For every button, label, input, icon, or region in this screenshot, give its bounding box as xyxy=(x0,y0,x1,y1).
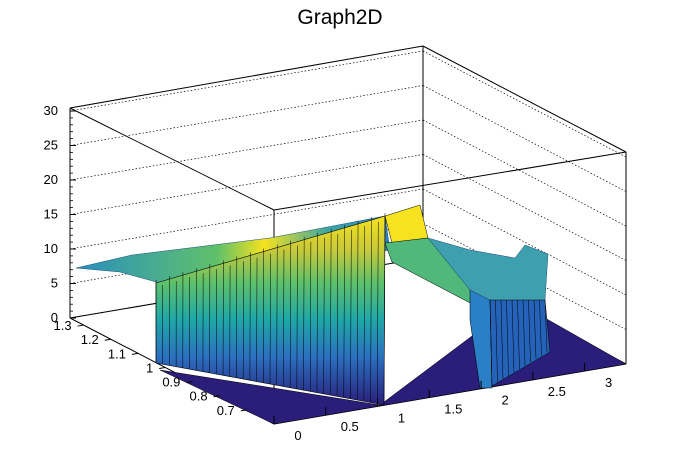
mesh-line xyxy=(539,299,542,356)
y-tick-mark xyxy=(240,409,247,412)
mesh-line xyxy=(309,241,312,392)
y-tick-label: 0.9 xyxy=(162,375,180,390)
mesh-line xyxy=(511,299,515,373)
x-tick-label: 1.5 xyxy=(444,402,462,417)
mesh-line xyxy=(517,299,520,370)
mesh-line xyxy=(323,237,325,394)
mesh-line xyxy=(316,232,318,393)
mesh-line xyxy=(377,221,379,404)
mesh-line xyxy=(330,228,332,396)
z-gridline xyxy=(69,119,424,181)
z-axis: 0 5 10 15 20 25 30 xyxy=(44,103,76,325)
z-tick-label: 5 xyxy=(51,276,58,291)
y-tick-label: 1.1 xyxy=(108,346,126,361)
z-tick-label: 15 xyxy=(44,207,58,222)
mesh-line xyxy=(383,212,386,406)
mesh-line xyxy=(533,299,537,359)
x-tick-label: 3 xyxy=(605,375,612,390)
x-tick-label: 0 xyxy=(294,428,301,443)
x-tick-label: 1 xyxy=(398,410,405,425)
mesh-line xyxy=(356,220,359,401)
mesh-line xyxy=(276,244,278,386)
y-tick-mark xyxy=(159,366,166,369)
y-tick-label: 1.3 xyxy=(54,318,72,333)
z-tick-label: 10 xyxy=(44,241,58,256)
z-gridline xyxy=(69,85,424,146)
y-axis: 0.7 0.8 0.9 1 1.1 1.2 1.3 xyxy=(54,318,247,418)
mesh-line xyxy=(544,299,548,353)
y-tick-label: 1 xyxy=(146,360,153,375)
z-gridline xyxy=(69,154,424,215)
y-tick-mark xyxy=(213,395,220,398)
z-gridline xyxy=(69,188,424,250)
surface-mesh-lines xyxy=(155,212,548,406)
mesh-line xyxy=(489,299,493,387)
y-tick-mark xyxy=(104,338,111,341)
mesh-line xyxy=(303,236,305,391)
mesh-line xyxy=(283,249,285,387)
x-tick-label: 2.5 xyxy=(548,384,566,399)
mesh-line xyxy=(506,299,509,376)
chart-title: Graph2D xyxy=(297,6,382,29)
z-tick-label: 20 xyxy=(44,172,58,187)
z-tick-label: 30 xyxy=(44,103,58,118)
z-tick-label: 25 xyxy=(44,138,58,153)
mesh-line xyxy=(269,253,271,385)
y-tick-mark xyxy=(131,352,139,355)
mesh-line xyxy=(343,224,345,398)
mesh-line xyxy=(289,240,291,388)
mesh-line xyxy=(370,216,372,403)
x-tick-label: 2 xyxy=(501,393,508,408)
x-tick-label: 0.5 xyxy=(341,419,359,434)
x-axis: 0 0.5 1 1.5 2 2.5 3 xyxy=(273,363,612,443)
z-gridline xyxy=(69,50,424,112)
z-tick-label: 0 xyxy=(51,310,58,325)
mesh-line xyxy=(495,299,498,383)
mesh-line xyxy=(522,299,526,366)
mesh-line xyxy=(350,229,352,399)
mesh-line xyxy=(363,225,366,402)
y-tick-label: 0.8 xyxy=(190,389,208,404)
mesh-line xyxy=(336,233,339,397)
y-tick-label: 1.2 xyxy=(81,332,99,347)
mesh-line xyxy=(528,299,531,363)
z-gridline xyxy=(422,154,627,261)
y-tick-mark xyxy=(186,381,193,384)
z-gridline xyxy=(422,50,627,158)
z-gridline xyxy=(422,85,627,192)
mesh-line xyxy=(296,245,298,389)
y-tick-mark xyxy=(77,324,84,327)
y-tick-label: 0.7 xyxy=(217,403,235,418)
mesh-line xyxy=(500,299,504,380)
